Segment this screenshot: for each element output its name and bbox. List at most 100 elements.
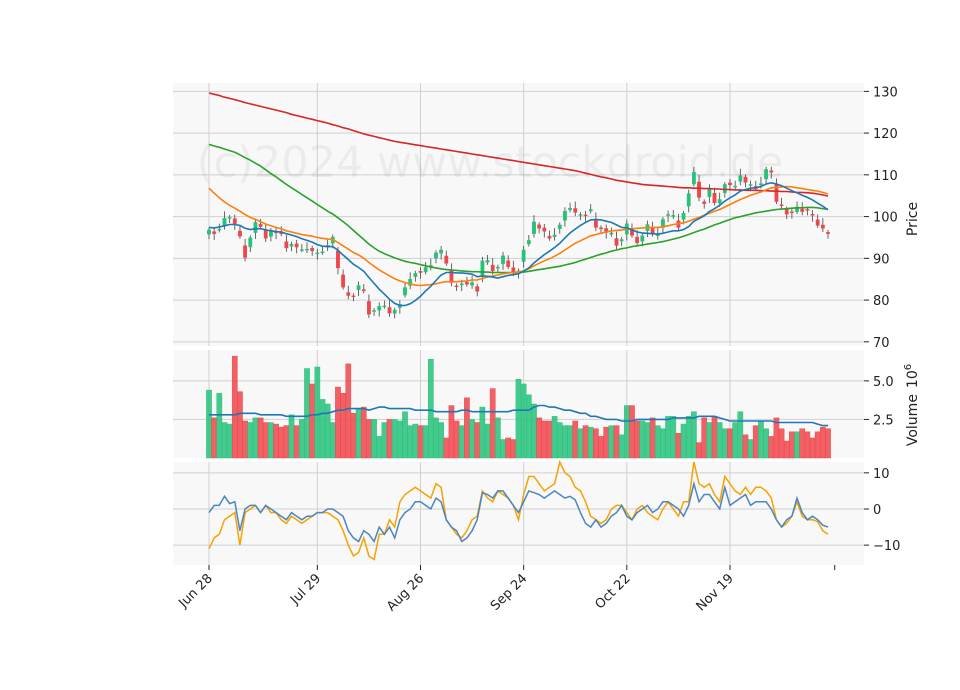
volume-bar	[747, 439, 754, 459]
volume-bar	[252, 417, 259, 459]
candle-body	[475, 286, 480, 292]
volume-bar	[623, 405, 630, 459]
volume-bar	[268, 422, 274, 459]
price-panel	[173, 83, 864, 346]
candle-body	[697, 181, 701, 198]
volume-bar	[556, 422, 563, 459]
candle-body	[619, 239, 624, 242]
volume-bar	[329, 422, 336, 459]
ma-short-line	[208, 181, 829, 307]
candle-body	[578, 214, 583, 216]
candle-body	[289, 243, 294, 247]
candle-body	[212, 231, 217, 234]
volume-bar	[422, 425, 429, 459]
candle-body	[815, 219, 820, 226]
volume-bar	[572, 420, 579, 459]
volume-bar	[469, 419, 475, 459]
volume-axis-label: Volume 106	[903, 364, 921, 446]
candle-body	[454, 285, 459, 287]
candle-body	[774, 183, 779, 202]
candle-body	[248, 237, 253, 248]
candle-body	[712, 192, 717, 204]
volume-bar	[484, 423, 491, 459]
candle-body	[439, 249, 444, 254]
price-tick-label: 80	[873, 294, 890, 309]
volume-bar	[716, 422, 723, 459]
candle-body	[717, 199, 722, 204]
volume-bar	[763, 428, 769, 459]
volume-bar	[727, 428, 733, 459]
volume-bar	[598, 436, 604, 459]
candle-body	[444, 255, 449, 264]
volume-bar	[804, 431, 811, 459]
volume-bar	[407, 425, 414, 459]
volume-bar	[309, 383, 316, 459]
candle-body	[588, 209, 593, 212]
volume-bar	[809, 437, 816, 459]
price-tick-label: 130	[873, 85, 898, 100]
candle-body	[537, 224, 542, 229]
candle-body	[573, 208, 578, 213]
candle-body	[671, 215, 676, 217]
candle-body	[299, 249, 304, 251]
volume-bar	[520, 383, 527, 459]
candle-body	[310, 248, 315, 252]
volume-bar	[319, 399, 326, 459]
volume-bar	[231, 355, 238, 459]
oscillator-axis-ticks: −10 0 10	[864, 467, 900, 554]
candle-body	[320, 251, 325, 253]
volume-bar	[536, 417, 542, 459]
price-tick-label: 110	[873, 169, 898, 184]
candle-body	[557, 224, 562, 229]
candle-body	[243, 245, 248, 258]
volume-bar	[510, 439, 517, 459]
volume-bar	[495, 417, 501, 459]
candle-body	[640, 235, 645, 242]
candle-body	[305, 248, 309, 251]
volume-bar	[443, 437, 450, 459]
candle-body	[361, 289, 366, 292]
candle-body	[341, 274, 346, 288]
volume-bar	[242, 420, 248, 459]
volume-bar	[397, 420, 403, 459]
volume-bar	[412, 423, 419, 459]
volume-bar	[237, 391, 243, 459]
volume-bar	[685, 416, 692, 459]
volume-bar	[386, 419, 393, 459]
candle-body	[666, 214, 670, 216]
price-tick-label: 90	[873, 252, 890, 267]
candle-body	[351, 295, 356, 298]
volume-bar	[613, 425, 620, 459]
candle-body	[423, 267, 428, 273]
oscillator-lines	[208, 459, 829, 561]
volume-tick-label: 2.5	[873, 413, 894, 428]
volume-bar	[345, 363, 352, 459]
volume-bar	[825, 428, 831, 459]
candle-body	[795, 206, 799, 212]
candle-body	[263, 229, 268, 239]
candle-body	[583, 214, 588, 217]
watermark-text: (c)2024 www.stockdroid.de	[197, 138, 784, 188]
volume-bar	[567, 425, 573, 459]
volume-bar	[706, 422, 713, 459]
volume-bar	[819, 426, 826, 459]
candle-body	[372, 310, 376, 312]
volume-bar	[402, 411, 408, 459]
volume-bar	[417, 425, 424, 459]
volume-bar	[247, 422, 254, 459]
volume-bar	[221, 422, 228, 459]
candle-body	[661, 219, 665, 228]
volume-bar	[587, 426, 594, 459]
candle-body	[722, 184, 727, 193]
volume-bar	[541, 420, 548, 459]
volume-bar	[314, 366, 321, 459]
candle-body	[403, 287, 407, 296]
volume-bar	[608, 425, 615, 459]
candle-body	[413, 273, 418, 277]
candle-body	[743, 176, 748, 183]
volume-bar	[381, 422, 388, 459]
volume-bar	[711, 416, 718, 459]
candle-body	[434, 252, 438, 259]
volume-bar	[783, 440, 790, 459]
